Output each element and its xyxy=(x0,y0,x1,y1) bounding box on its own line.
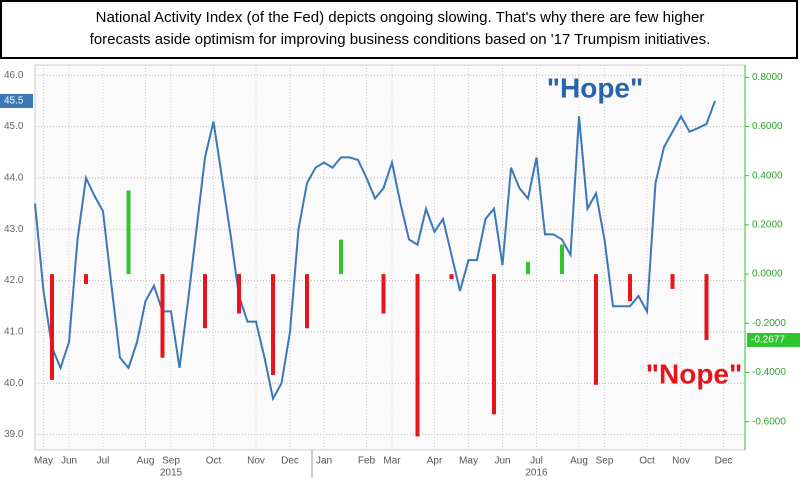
y-tick-label: 44.0 xyxy=(4,173,24,184)
y2-tick-label: 0.8000 xyxy=(752,72,783,83)
plot-area xyxy=(34,64,746,451)
x-tick-label: Oct xyxy=(639,456,655,467)
bar xyxy=(84,274,88,284)
x-tick-label: Aug xyxy=(570,456,588,467)
y-tick-label: 41.0 xyxy=(4,327,24,338)
y-tick-label: 42.0 xyxy=(4,275,24,286)
bar xyxy=(305,274,309,329)
chart-title: National Activity Index (of the Fed) dep… xyxy=(96,9,705,26)
bar xyxy=(670,274,675,289)
bar xyxy=(237,274,241,314)
bar xyxy=(339,239,343,275)
bar xyxy=(160,274,165,358)
y-tick-label: 46.0 xyxy=(4,70,24,81)
y-tick-label: 39.0 xyxy=(4,429,24,440)
y2-tick-label: 0.2000 xyxy=(752,220,783,231)
bar xyxy=(628,274,632,302)
y2-tick-label: 0.4000 xyxy=(752,170,783,181)
bar xyxy=(203,274,207,329)
bar xyxy=(271,274,275,375)
bar xyxy=(704,274,709,340)
x-tick-label: Nov xyxy=(672,456,690,467)
last-value-tag xyxy=(747,332,800,347)
bar xyxy=(594,274,598,385)
x-tick-label: May xyxy=(459,456,478,467)
x-tick-label: Sep xyxy=(162,456,180,467)
last-value-tag xyxy=(0,93,33,108)
y2-tick-label: 0.0000 xyxy=(752,269,783,280)
y-tick-label: 45.0 xyxy=(4,121,24,132)
bar xyxy=(492,274,496,415)
bar xyxy=(126,190,131,275)
x-tick-label: Jan xyxy=(316,456,332,467)
x-tick-label: Aug xyxy=(137,456,155,467)
x-tick-label: Nov xyxy=(247,456,265,467)
x-tick-label: Apr xyxy=(427,456,443,467)
bar xyxy=(526,261,530,275)
bar xyxy=(415,274,420,437)
y2-tick-label: -0.6000 xyxy=(752,416,786,427)
year-label: 2016 xyxy=(525,468,548,479)
y2-tick-label: -0.2000 xyxy=(752,318,786,329)
bar xyxy=(381,274,386,314)
bar xyxy=(560,244,564,275)
y2-tick-label: -0.4000 xyxy=(752,367,786,378)
x-tick-label: Oct xyxy=(206,456,222,467)
chart-title: forecasts aside optimism for improving b… xyxy=(90,31,711,48)
last-value-label: 45.5 xyxy=(4,96,24,107)
x-tick-label: Jul xyxy=(97,456,110,467)
title-box xyxy=(0,0,798,59)
annotation: "Nope" xyxy=(646,358,743,389)
x-tick-label: Feb xyxy=(358,456,376,467)
x-tick-label: Mar xyxy=(383,456,401,467)
x-tick-label: Jun xyxy=(494,456,510,467)
x-tick-label: Jun xyxy=(61,456,77,467)
annotation: "Hope" xyxy=(547,72,644,103)
x-tick-label: Dec xyxy=(715,456,733,467)
x-tick-label: May xyxy=(34,456,53,467)
y-tick-label: 43.0 xyxy=(4,224,24,235)
last-value-label: -0.2677 xyxy=(751,335,785,346)
x-tick-label: Jul xyxy=(530,456,543,467)
y-tick-label: 40.0 xyxy=(4,378,24,389)
line-series xyxy=(34,100,716,402)
year-label: 2015 xyxy=(160,468,183,479)
y2-tick-label: 0.6000 xyxy=(752,121,783,132)
bar xyxy=(50,274,54,380)
x-tick-label: Sep xyxy=(596,456,614,467)
x-tick-label: Dec xyxy=(281,456,299,467)
bar xyxy=(449,274,454,280)
